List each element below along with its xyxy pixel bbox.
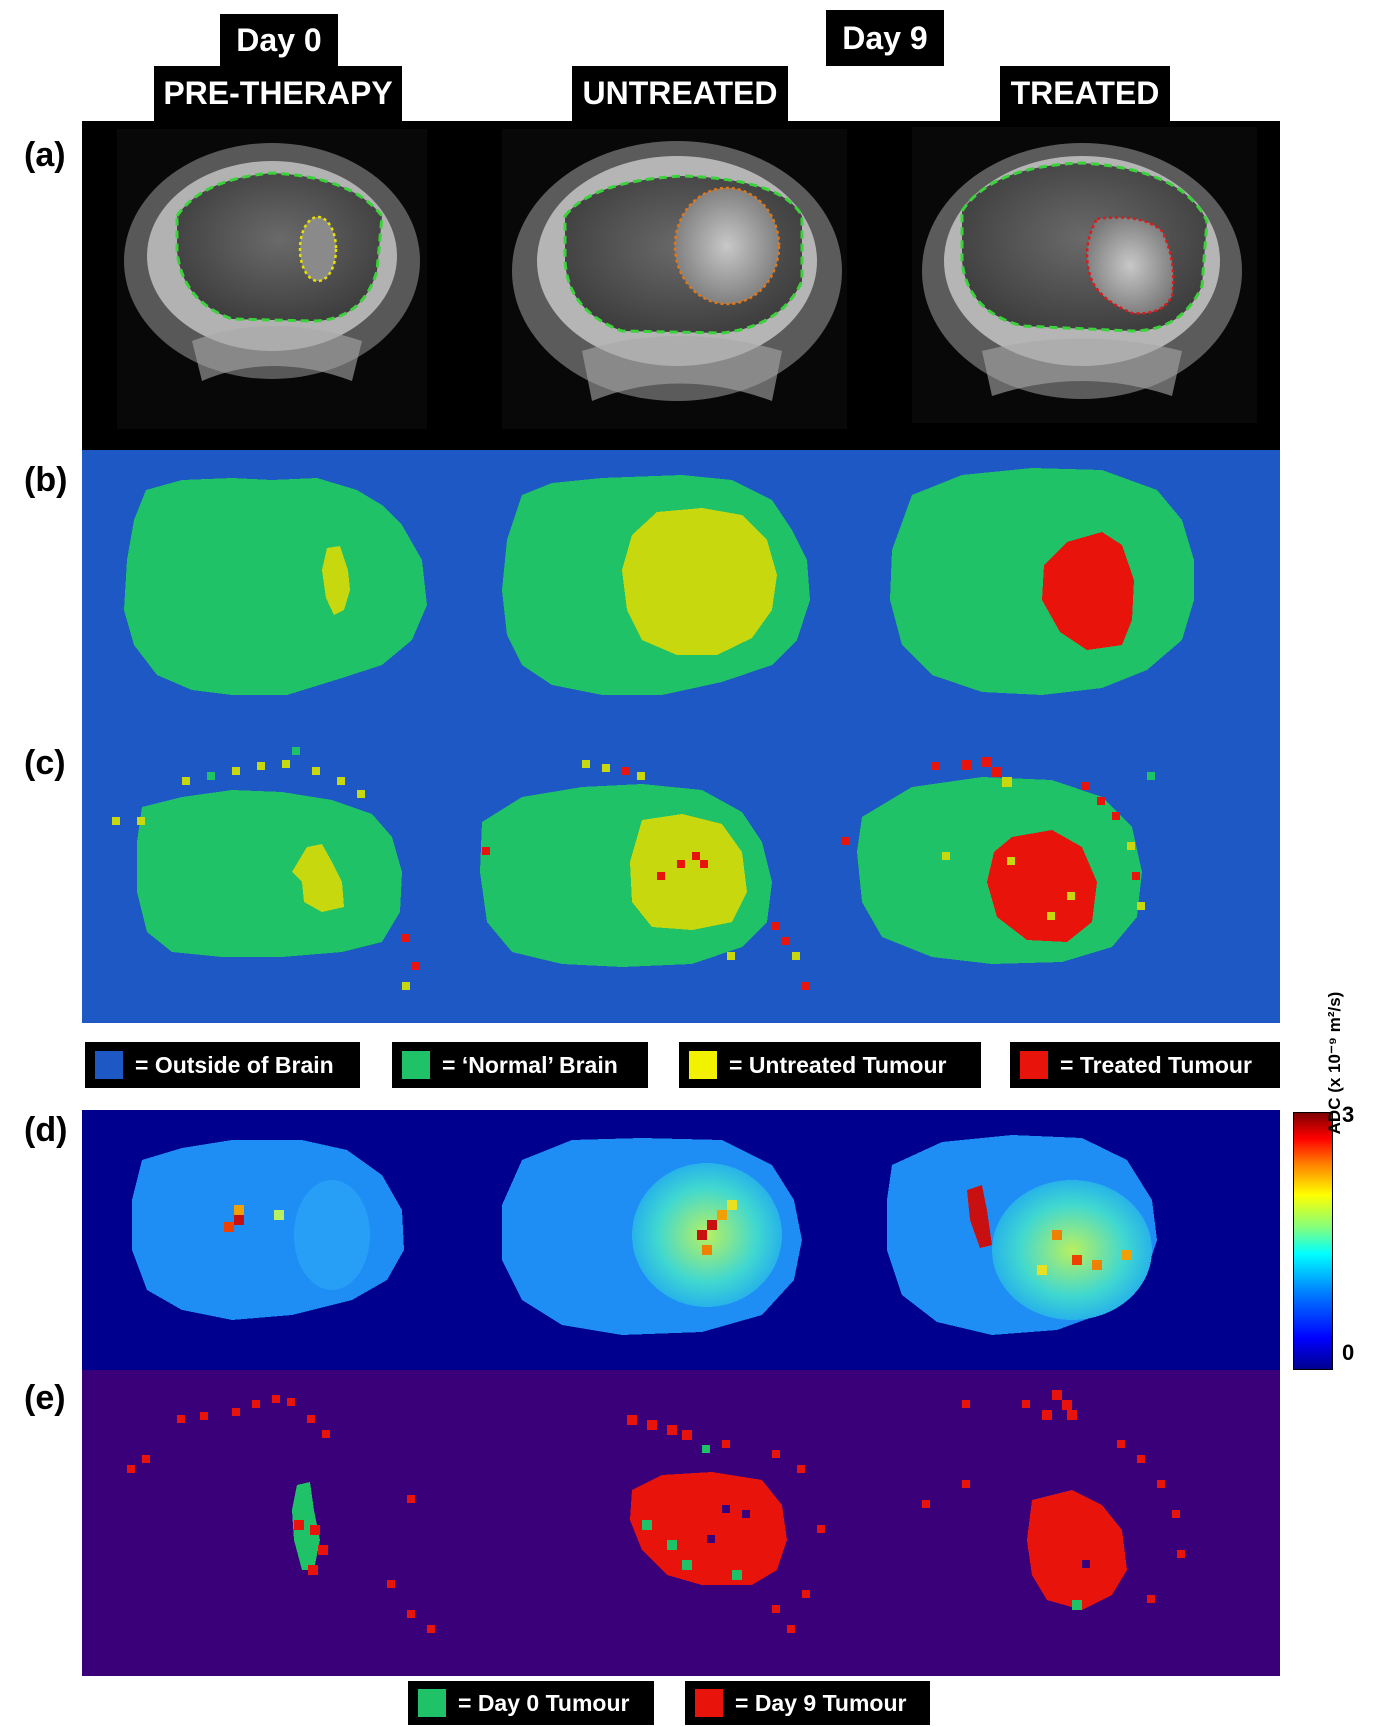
segc-day0	[112, 747, 420, 990]
legend-label: = Outside of Brain	[135, 1051, 334, 1078]
tumour-change-treated	[922, 1390, 1185, 1610]
segmentation-panel	[82, 450, 1280, 742]
mri-untreated	[502, 129, 847, 429]
header-day9: Day 9	[826, 10, 944, 66]
legend-label: = Day 0 Tumour	[458, 1689, 630, 1716]
tumour-change-untreated	[627, 1415, 825, 1633]
seg-treated	[890, 468, 1194, 695]
mri-panel	[82, 121, 1280, 450]
swatch-outside-brain	[95, 1051, 123, 1079]
swatch-day0-tumour	[418, 1689, 446, 1717]
mri-images	[117, 127, 1257, 429]
segmentation-noisy-panel	[82, 742, 1280, 1023]
legend-outside-brain: = Outside of Brain	[85, 1042, 360, 1088]
adc-day0	[132, 1140, 404, 1320]
adc-panel	[82, 1110, 1280, 1370]
legend-untreated-tumour: = Untreated Tumour	[679, 1042, 981, 1088]
adc-maps	[132, 1135, 1157, 1335]
adc-treated	[887, 1135, 1157, 1335]
segc-untreated	[480, 760, 810, 990]
row-label-e: (e)	[24, 1379, 66, 1417]
adc-untreated	[502, 1138, 802, 1335]
legend-normal-brain: = ‘Normal’ Brain	[392, 1042, 648, 1088]
legend-day0-tumour: = Day 0 Tumour	[408, 1681, 654, 1725]
header-day0: Day 0	[220, 14, 338, 66]
swatch-untreated-tumour	[689, 1051, 717, 1079]
tumour-change-maps	[127, 1390, 1185, 1633]
tumour-change-panel	[82, 1370, 1280, 1676]
header-untreated: UNTREATED	[572, 66, 788, 121]
tumour-change-day0	[127, 1395, 435, 1633]
row-label-c: (c)	[24, 744, 66, 782]
row-label-a: (a)	[24, 136, 66, 174]
colorbar-max-label: 3	[1342, 1102, 1355, 1127]
header-pre-therapy: PRE-THERAPY	[154, 66, 402, 121]
segc-treated	[842, 757, 1155, 964]
row-label-d: (d)	[24, 1111, 68, 1149]
swatch-treated-tumour	[1020, 1051, 1048, 1079]
adc-colorbar	[1293, 1112, 1333, 1370]
swatch-normal-brain	[402, 1051, 430, 1079]
legend-label: = Untreated Tumour	[729, 1051, 947, 1078]
mri-treated	[912, 127, 1257, 423]
swatch-day9-tumour	[695, 1689, 723, 1717]
mri-day0	[117, 129, 427, 429]
seg-day0	[124, 478, 427, 695]
segmentation-noisy-maps	[112, 747, 1155, 990]
legend-label: = Day 9 Tumour	[735, 1689, 907, 1716]
legend-day9-tumour: = Day 9 Tumour	[685, 1681, 930, 1725]
seg-untreated	[502, 475, 810, 695]
legend-label: = ‘Normal’ Brain	[442, 1051, 618, 1078]
legend-treated-tumour: = Treated Tumour	[1010, 1042, 1280, 1088]
segmentation-maps	[124, 468, 1194, 695]
legend-label: = Treated Tumour	[1060, 1051, 1252, 1078]
row-label-b: (b)	[24, 461, 68, 499]
header-treated: TREATED	[1000, 66, 1170, 121]
colorbar-min-label: 0	[1342, 1340, 1355, 1365]
colorbar-title: ADC (x 10⁻⁹ m²/s)	[1325, 991, 1344, 1135]
